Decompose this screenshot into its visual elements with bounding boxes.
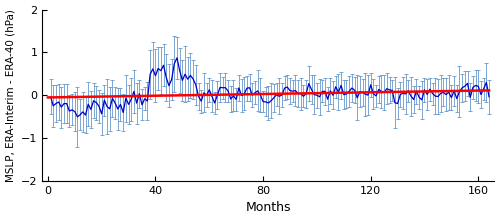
Y-axis label: MSLP, ERA-Interim - ERA-40 (hPa): MSLP, ERA-Interim - ERA-40 (hPa) [6,9,16,182]
X-axis label: Months: Months [246,202,291,214]
